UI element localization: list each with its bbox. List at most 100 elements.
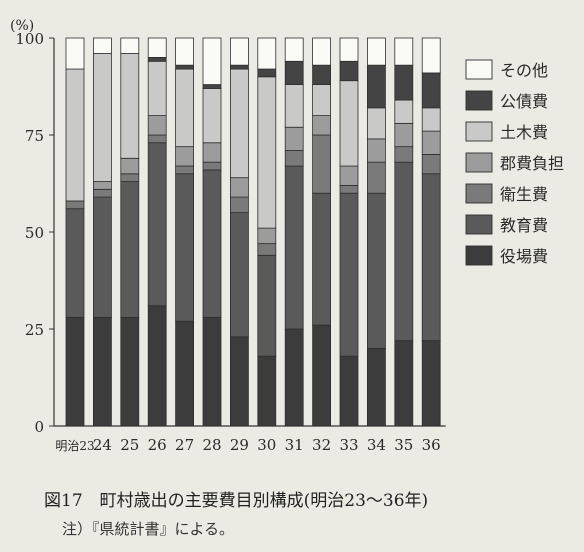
y-tick-label-1: 25: [25, 321, 44, 339]
bar-segment-13-4: [421, 107, 441, 132]
bar-segment-2-1: [120, 181, 140, 318]
x-tick-label-13: 36: [422, 436, 441, 454]
x-tick-label-2: 25: [120, 436, 139, 454]
bar-segment-10-1: [339, 192, 359, 357]
bar-segment-6-4: [229, 68, 249, 179]
figure-note: 注）『県統計書』による。: [62, 520, 235, 538]
bar-segment-2-6: [120, 37, 140, 54]
bar-segment-1-2: [93, 188, 112, 198]
bar-segment-8-0: [284, 328, 304, 427]
bar-segment-6-0: [229, 336, 249, 427]
x-tick-label-7: 30: [257, 436, 276, 454]
bar-segment-1-6: [93, 37, 112, 54]
bar-segment-3-1: [147, 142, 167, 307]
bar-segment-5-3: [202, 142, 222, 163]
bar-segment-10-3: [339, 165, 359, 186]
legend-label-4: 衛生費: [500, 185, 548, 204]
bar-segment-7-6: [257, 37, 277, 70]
bar-segment-4-0: [175, 320, 195, 427]
bar-segment-6-2: [229, 196, 249, 214]
bar-segment-12-2: [394, 146, 414, 163]
bar-segment-10-2: [339, 185, 359, 194]
bar-segment-12-0: [394, 340, 414, 427]
bar-segment-11-5: [366, 64, 386, 109]
bar-segment-2-0: [120, 316, 140, 427]
x-tick-label-9: 32: [312, 436, 331, 454]
bar-segment-11-2: [366, 161, 386, 194]
legend-swatch-4: [465, 183, 493, 204]
bar-segment-10-0: [339, 355, 359, 427]
legend-label-3: 郡費負担: [500, 154, 564, 173]
legend-label-1: 公債費: [500, 92, 548, 111]
bar-segment-5-1: [202, 169, 222, 318]
bar-segment-0-1: [65, 208, 85, 318]
bar-segment-4-6: [175, 37, 195, 66]
bar-segment-4-5: [175, 64, 195, 70]
bar-segment-0-6: [65, 37, 85, 70]
bar-segment-3-3: [147, 115, 167, 136]
bar-segment-9-6: [312, 37, 332, 66]
bar-segment-6-6: [229, 37, 249, 66]
x-tick-label-12: 35: [394, 436, 413, 454]
bar-segment-12-5: [394, 64, 414, 101]
bar-segment-0-4: [65, 68, 85, 202]
bar-segment-5-5: [202, 84, 222, 89]
bar-segment-9-5: [312, 64, 332, 85]
bar-segment-0-2: [65, 200, 85, 210]
bar-segment-9-4: [312, 84, 332, 116]
plot-area: [65, 37, 441, 427]
legend-label-5: 教育費: [500, 216, 548, 235]
bar-segment-11-0: [366, 347, 386, 427]
bar-segment-13-2: [421, 153, 441, 175]
bar-segment-9-2: [312, 134, 332, 194]
bar-segment-11-1: [366, 192, 386, 349]
bar-segment-11-4: [366, 107, 386, 140]
bar-segment-7-3: [257, 227, 277, 245]
bar-segment-12-4: [394, 99, 414, 124]
y-tick-label-2: 50: [25, 224, 44, 242]
x-tick-label-4: 27: [175, 436, 194, 454]
bar-segment-2-2: [120, 173, 140, 182]
legend-label-0: その他: [500, 61, 548, 80]
bar-segment-8-6: [284, 37, 304, 62]
bar-segment-0-0: [65, 316, 85, 427]
bar-segment-5-0: [202, 316, 222, 427]
bar-segment-12-6: [394, 37, 414, 66]
bar-segment-6-5: [229, 64, 249, 70]
bar-segment-9-1: [312, 192, 332, 326]
bar-segment-1-0: [93, 316, 112, 427]
legend-label-6: 役場費: [500, 247, 548, 266]
bar-segment-5-4: [202, 88, 222, 144]
bar-segment-9-3: [312, 115, 332, 136]
legend-swatch-1: [465, 90, 493, 111]
y-tick-label-4: 100: [15, 30, 44, 48]
bar-segment-4-4: [175, 68, 195, 148]
figure-caption: 図17 町村歳出の主要費目別構成(明治23～36年): [44, 491, 429, 511]
bar-segment-3-0: [147, 305, 167, 427]
bar-segment-4-1: [175, 173, 195, 322]
bar-segment-9-0: [312, 324, 332, 427]
bar-segment-4-3: [175, 146, 195, 167]
legend-swatch-3: [465, 152, 493, 173]
bar-segment-1-4: [93, 53, 112, 182]
x-tick-label-1: 24: [93, 436, 112, 454]
bar-segment-10-5: [339, 60, 359, 82]
bar-segment-6-3: [229, 177, 249, 198]
bar-segment-11-6: [366, 37, 386, 66]
x-tick-label-6: 29: [230, 436, 249, 454]
bar-segment-3-4: [147, 60, 167, 116]
y-tick-label-0: 0: [34, 418, 44, 436]
bar-segment-3-6: [147, 37, 167, 58]
bar-segment-1-3: [93, 181, 112, 190]
bar-segment-2-3: [120, 157, 140, 175]
bar-segment-6-1: [229, 212, 249, 338]
x-tick-label-8: 31: [285, 436, 304, 454]
bar-segment-12-3: [394, 122, 414, 148]
bar-segment-8-5: [284, 60, 304, 85]
bar-segment-13-3: [421, 130, 441, 155]
x-tick-label-3: 26: [148, 436, 167, 454]
bar-segment-4-2: [175, 165, 195, 175]
legend-label-2: 土木費: [500, 123, 548, 142]
bar-segment-13-5: [421, 72, 441, 109]
